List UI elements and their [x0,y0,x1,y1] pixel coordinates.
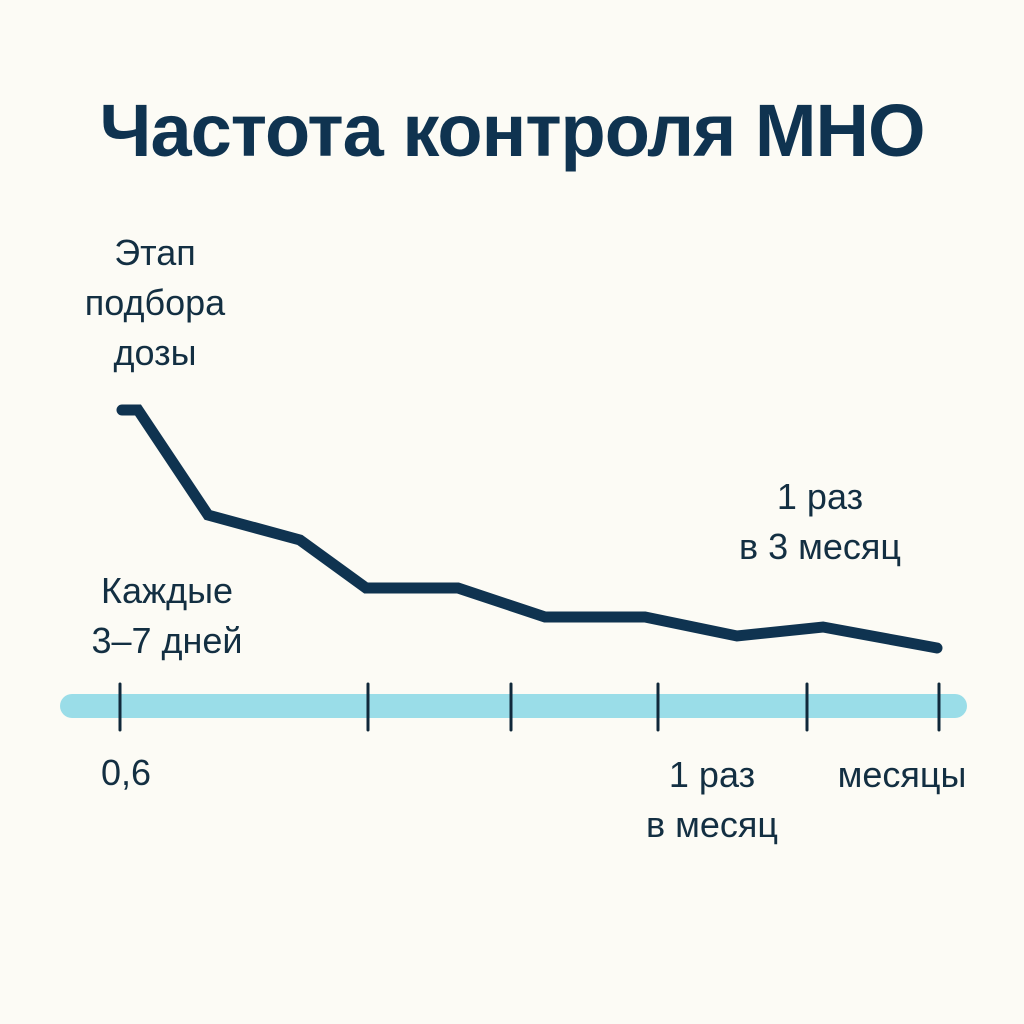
label-once-per-3-months: 1 раз в 3 месяц [738,476,902,567]
label-dose-selection-phase: Этап подбора дозы [84,232,226,373]
chart-title: Частота контроля МНО [99,89,925,172]
x-axis-ticks [118,682,941,732]
series-line [116,404,943,654]
label-every-3-7-days: Каждые 3–7 дней [91,570,243,661]
label-once-per-month: 1 раз в месяц [645,754,778,845]
x-tick-label-start: 0,6 [100,752,152,793]
x-axis-unit-label: месяцы [837,754,967,795]
